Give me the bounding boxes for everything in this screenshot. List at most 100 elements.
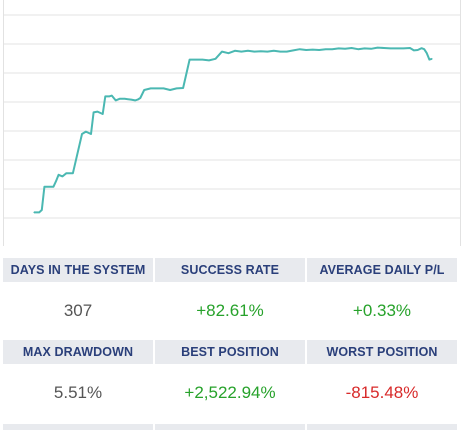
equity-data-point (124, 98, 126, 100)
stat-value: -815.48% (345, 383, 419, 402)
header-strip (3, 424, 153, 430)
equity-data-point (208, 59, 210, 62)
equity-data-point (377, 47, 379, 49)
equity-data-point (90, 133, 92, 135)
equity-data-point (357, 48, 359, 50)
equity-data-point (426, 52, 428, 54)
stat-average-daily-pl: AVERAGE DAILY P/L +0.33% (307, 258, 457, 340)
equity-data-point (69, 172, 71, 174)
stat-value: +2,522.94% (184, 383, 276, 402)
equity-data-point (325, 48, 327, 50)
equity-data-point (266, 51, 268, 53)
equity-data-point (169, 89, 171, 91)
equity-data-point (351, 47, 353, 49)
equity-data-point (318, 49, 320, 51)
stats-panel: DAYS IN THE SYSTEM 307 SUCCESS RATE +82.… (3, 258, 459, 422)
stat-days-in-system: DAYS IN THE SYSTEM 307 (3, 258, 153, 340)
equity-data-point (96, 111, 99, 113)
equity-data-point (338, 47, 340, 50)
equity-data-point (389, 47, 392, 50)
equity-data-point (299, 48, 301, 50)
equity-data-point (137, 99, 139, 101)
equity-data-point (396, 47, 398, 50)
stats-row-2: MAX DRAWDOWN 5.51% BEST POSITION +2,522.… (3, 340, 459, 422)
equity-data-point (409, 47, 411, 49)
equity-data-point (93, 111, 95, 113)
equity-data-point (119, 98, 121, 100)
stat-success-rate: SUCCESS RATE +82.61% (155, 258, 305, 340)
stat-label: DAYS IN THE SYSTEM (3, 258, 153, 282)
stat-value: 5.51% (53, 383, 103, 402)
equity-data-point (260, 50, 262, 52)
stat-label: MAX DRAWDOWN (3, 340, 153, 364)
equity-data-point (143, 89, 145, 91)
equity-data-point (234, 50, 236, 52)
stat-value: +82.61% (196, 301, 264, 320)
equity-data-point (81, 133, 83, 135)
equity-data-point (52, 186, 55, 188)
equity-data-point (38, 211, 40, 213)
equity-data-point (33, 211, 35, 213)
equity-chart (3, 0, 461, 246)
equity-data-point (195, 59, 197, 61)
equity-data-point (102, 113, 104, 115)
header-strip (307, 424, 457, 430)
equity-data-point (286, 51, 288, 53)
equity-data-point (417, 49, 419, 51)
stat-best-position: BEST POSITION +2,522.94% (155, 340, 305, 422)
equity-data-point (150, 87, 152, 89)
equity-data-point (279, 51, 281, 53)
equity-data-point (344, 48, 346, 50)
equity-data-point (55, 180, 57, 182)
equity-data-point (402, 47, 405, 50)
equity-data-point (431, 58, 433, 60)
equity-data-point (108, 95, 110, 97)
equity-data-point (423, 48, 425, 50)
equity-data-point (85, 131, 87, 133)
equity-data-point (247, 50, 249, 52)
stat-label: AVERAGE DAILY P/L (307, 258, 457, 282)
equity-data-point (253, 51, 255, 53)
equity-data-point (364, 47, 366, 50)
equity-data-point (428, 59, 430, 61)
equity-data-point (383, 47, 385, 49)
equity-data-point (221, 51, 223, 53)
equity-data-point (130, 99, 132, 101)
equity-data-point (201, 59, 204, 61)
equity-data-point (214, 58, 217, 60)
equity-data-point (156, 87, 158, 89)
equity-data-point (65, 172, 67, 174)
equity-data-point (134, 99, 136, 101)
equity-data-point (413, 49, 415, 52)
equity-data-point (72, 172, 74, 174)
equity-data-point (163, 87, 165, 89)
equity-data-point (240, 51, 242, 53)
equity-data-point (43, 186, 46, 188)
stats-row-1: DAYS IN THE SYSTEM 307 SUCCESS RATE +82.… (3, 258, 459, 340)
equity-data-point (227, 52, 230, 54)
equity-data-point (61, 175, 64, 177)
equity-data-point (189, 59, 191, 61)
stat-value: +0.33% (352, 301, 412, 320)
equity-data-point (273, 50, 275, 52)
equity-data-point (292, 49, 294, 52)
header-strip (155, 424, 305, 430)
stat-label: WORST POSITION (307, 340, 457, 364)
equity-data-point (111, 95, 113, 97)
equity-chart-svg (4, 14, 460, 219)
equity-data-point (370, 48, 372, 50)
equity-data-point (139, 97, 141, 99)
equity-data-point (104, 95, 106, 97)
equity-data-point (312, 49, 314, 51)
stat-max-drawdown: MAX DRAWDOWN 5.51% (3, 340, 153, 422)
stat-label: BEST POSITION (155, 340, 305, 364)
equity-data-point (305, 49, 307, 51)
stat-label: SUCCESS RATE (155, 258, 305, 282)
next-row-headers (3, 424, 459, 430)
equity-series-line (34, 46, 433, 214)
equity-data-point (182, 87, 184, 89)
equity-data-point (41, 209, 43, 211)
equity-data-point (176, 87, 178, 89)
equity-data-point (115, 99, 117, 101)
equity-data-point (421, 47, 423, 49)
